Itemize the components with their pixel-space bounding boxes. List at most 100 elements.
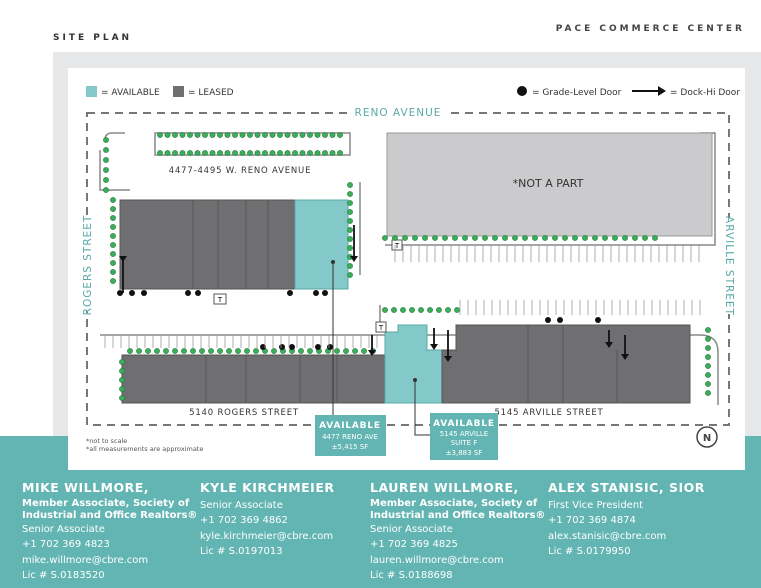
shrub bbox=[482, 235, 488, 241]
contact-affiliation: Industrial and Office Realtors® bbox=[22, 509, 198, 521]
legend-swatch bbox=[173, 86, 184, 97]
shrub bbox=[187, 132, 193, 138]
shrub bbox=[103, 167, 109, 173]
shrub bbox=[187, 150, 193, 156]
shrub bbox=[337, 132, 343, 138]
not-a-part bbox=[386, 132, 713, 237]
shrub bbox=[164, 132, 171, 138]
shrub bbox=[172, 150, 178, 156]
shrub bbox=[247, 132, 253, 138]
shrub bbox=[284, 132, 291, 138]
shrub bbox=[705, 372, 711, 378]
leased-suite bbox=[119, 199, 296, 290]
contact-detail: +1 702 369 4862 bbox=[200, 515, 288, 526]
contact-detail: Senior Associate bbox=[200, 499, 283, 511]
contact-detail: +1 702 369 4825 bbox=[370, 539, 458, 550]
dock-door bbox=[605, 342, 613, 348]
shrub bbox=[154, 348, 160, 354]
shrub bbox=[347, 236, 353, 242]
shrub bbox=[119, 359, 125, 365]
shrub bbox=[239, 150, 246, 156]
shrub bbox=[110, 260, 116, 266]
contact-detail: lauren.willmore@cbre.com bbox=[370, 554, 504, 566]
grade-door bbox=[287, 290, 293, 296]
shrub bbox=[347, 191, 353, 197]
shrub bbox=[334, 348, 340, 354]
trash-marker bbox=[213, 293, 227, 305]
shrub bbox=[179, 150, 186, 156]
shrub bbox=[103, 177, 109, 183]
contact-detail: +1 702 369 4874 bbox=[548, 515, 636, 526]
section-title: SITE PLAN bbox=[53, 33, 133, 43]
shrub bbox=[110, 269, 116, 275]
shrub bbox=[705, 390, 711, 396]
shrub bbox=[400, 307, 406, 313]
grade-door bbox=[117, 290, 123, 296]
shrub bbox=[445, 307, 451, 313]
property-name: PACE COMMERCE CENTER bbox=[555, 24, 745, 34]
shrub bbox=[208, 348, 214, 354]
shrub bbox=[314, 132, 321, 138]
shrub bbox=[145, 348, 151, 354]
building-label: 4477-4495 W. RENO AVENUE bbox=[169, 166, 312, 176]
legend-label: = Dock-Hi Door bbox=[670, 88, 740, 98]
contact-card: LAUREN WILLMORE, Member Associate, Societ… bbox=[370, 480, 545, 584]
shrub bbox=[347, 209, 353, 215]
legend-label: = AVAILABLE bbox=[101, 88, 160, 98]
shrub bbox=[705, 327, 711, 333]
grade-door bbox=[289, 344, 295, 350]
grade-door bbox=[129, 290, 135, 296]
shrub bbox=[254, 150, 261, 156]
shrub bbox=[277, 150, 283, 156]
building-label: *NOT A PART bbox=[513, 177, 584, 190]
shrub bbox=[442, 235, 448, 241]
shrub bbox=[224, 150, 231, 156]
curb bbox=[99, 132, 719, 405]
map-note: *all measurements are approximate bbox=[86, 445, 203, 453]
callout-line bbox=[414, 380, 430, 436]
trash-marker-label: T bbox=[394, 242, 400, 250]
shrub bbox=[172, 348, 178, 354]
shrub bbox=[347, 263, 353, 269]
shrub bbox=[157, 150, 163, 156]
contact-affiliation: Member Associate, Society of bbox=[370, 497, 538, 509]
shrub bbox=[209, 150, 216, 156]
shrub bbox=[298, 348, 304, 354]
leased-suite bbox=[121, 354, 386, 404]
shrub bbox=[254, 132, 261, 138]
shrub bbox=[432, 235, 438, 241]
dock-door bbox=[119, 256, 127, 262]
shrub bbox=[271, 348, 277, 354]
shrub bbox=[582, 235, 588, 241]
building-label: 5145 ARVILLE STREET bbox=[494, 408, 603, 418]
shrub bbox=[299, 150, 306, 156]
shrub bbox=[322, 132, 328, 138]
shrub bbox=[199, 348, 205, 354]
shrub bbox=[299, 132, 306, 138]
dock-door bbox=[444, 356, 452, 362]
shrub bbox=[262, 150, 268, 156]
grade-door bbox=[195, 290, 201, 296]
shrub bbox=[542, 235, 548, 241]
compass-label: N bbox=[703, 433, 711, 444]
callout-dot bbox=[331, 260, 335, 264]
shrub bbox=[103, 137, 109, 143]
shrub bbox=[202, 132, 208, 138]
legend-dot bbox=[517, 86, 527, 96]
contact-name: LAUREN WILLMORE, bbox=[370, 480, 519, 495]
shrub bbox=[329, 132, 336, 138]
shrub bbox=[522, 235, 528, 241]
shrub bbox=[224, 132, 231, 138]
contact-card: ALEX STANISIC, SIOR First Vice President +… bbox=[548, 480, 705, 560]
callout-box bbox=[430, 413, 498, 460]
shrub bbox=[412, 235, 418, 241]
shrub bbox=[239, 132, 246, 138]
shrub bbox=[110, 224, 116, 230]
shrub bbox=[382, 307, 388, 313]
leased-suite bbox=[441, 324, 691, 404]
shrub bbox=[347, 272, 353, 278]
shrub bbox=[217, 348, 223, 354]
shrub bbox=[352, 348, 358, 354]
shrub bbox=[292, 150, 298, 156]
contact-name: MIKE WILLMORE, bbox=[22, 480, 150, 495]
